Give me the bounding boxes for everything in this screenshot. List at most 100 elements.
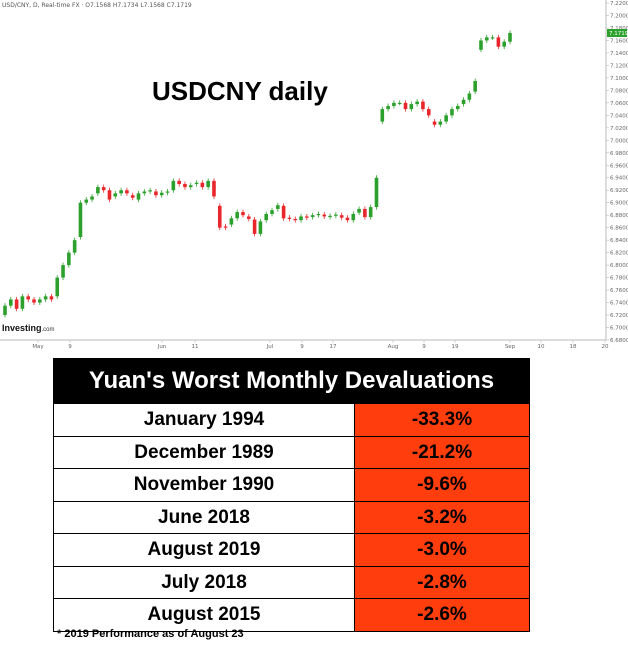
x-tick-label: May: [32, 344, 44, 350]
y-tick-label: 6.8200: [610, 251, 628, 257]
x-tick-label: 10: [538, 344, 545, 350]
y-tick-label: 7.1800: [610, 26, 628, 32]
row-label: August 2019: [54, 534, 355, 566]
candle-body: [113, 193, 118, 197]
candle-body: [264, 213, 269, 221]
y-tick-label: 6.9000: [610, 201, 628, 207]
table-title: Yuan's Worst Monthly Devaluations: [53, 358, 530, 404]
row-value: -3.2%: [355, 501, 529, 533]
candle-body: [136, 193, 141, 200]
candle-body: [32, 299, 36, 303]
candle-body: [450, 109, 454, 116]
candle-body: [345, 217, 350, 221]
x-tick-label: 9: [422, 344, 426, 350]
candle-body: [20, 296, 25, 309]
x-tick-label: 9: [300, 344, 304, 350]
x-tick-label: 20: [602, 344, 609, 350]
candle-body: [380, 109, 385, 122]
table-row: November 1990 -9.6%: [54, 469, 529, 502]
current-price-tag: [607, 29, 627, 38]
candle-body: [415, 101, 419, 105]
y-tick-label: 7.0800: [610, 88, 628, 94]
y-tick-label: 6.7000: [610, 326, 628, 332]
candle-body: [310, 215, 315, 218]
candle-body: [305, 216, 309, 218]
y-tick-label: 6.8600: [610, 226, 628, 232]
candle-body: [49, 296, 54, 300]
chart-overlay-title: USDCNY daily: [152, 76, 328, 106]
table-row: January 1994 -33.3%: [54, 404, 529, 437]
candle-body: [281, 205, 286, 219]
x-tick-label: Jun: [157, 344, 167, 350]
row-label: June 2018: [54, 501, 355, 533]
price-chart: 7.2200 7.2000 7.1800 7.1600 7.1400 7.1200 7.10…: [0, 0, 628, 350]
x-tick-label: Sep: [505, 344, 516, 350]
candle-body: [490, 37, 495, 39]
candle-body: [270, 210, 274, 214]
candle-body: [287, 217, 292, 219]
candle-body: [200, 182, 205, 188]
chart-header-info: USD/CNY, D, Real-time FX · O7.1568 H7.17…: [2, 2, 192, 9]
row-value: -2.6%: [355, 599, 529, 631]
candle-body: [235, 212, 239, 219]
candle-body: [484, 37, 489, 41]
y-tick-label: 6.7600: [610, 288, 628, 294]
candle-body: [496, 37, 501, 47]
y-tick-label: 6.7400: [610, 301, 628, 307]
candle-body: [374, 177, 379, 208]
candle-body: [397, 102, 402, 105]
candle-body: [444, 115, 448, 122]
x-tick-label: 18: [570, 344, 577, 350]
candle-body: [258, 221, 263, 234]
candle-body: [363, 208, 367, 218]
candle-body: [368, 207, 373, 218]
candle-body: [84, 199, 89, 203]
x-tick-label: Aug: [388, 344, 399, 350]
y-tick-label: 6.9200: [610, 188, 628, 194]
y-tick-label: 6.9600: [610, 163, 628, 169]
x-tick-label: 9: [68, 344, 72, 350]
candle-body: [96, 187, 100, 194]
y-tick-label: 7.1000: [610, 76, 628, 82]
candle-body: [432, 121, 437, 125]
candle-body: [403, 102, 408, 110]
candle-body: [461, 99, 466, 105]
candle-body: [293, 218, 298, 221]
candle-body: [217, 205, 222, 228]
row-label: December 1989: [54, 436, 355, 468]
y-tick-label: 6.7200: [610, 313, 628, 319]
candle-body: [438, 121, 443, 125]
x-tick-label: 11: [192, 344, 199, 350]
y-tick-label: 7.2200: [610, 1, 628, 7]
candle-body: [357, 208, 361, 213]
candle-body: [386, 105, 390, 110]
candle-body: [171, 180, 176, 191]
candle-body: [229, 218, 234, 225]
candle-body: [473, 81, 477, 92]
row-value: -21.2%: [355, 436, 529, 468]
candle-body: [3, 305, 7, 316]
y-tick-label: 7.1200: [610, 63, 628, 69]
y-tick-label: 7.1400: [610, 51, 628, 57]
y-tick-label: 7.0200: [610, 126, 628, 132]
candle-body: [188, 185, 193, 188]
table-row: July 2018 -2.8%: [54, 566, 529, 599]
candle-body: [119, 190, 123, 194]
y-tick-label: 6.8400: [610, 238, 628, 244]
candle-body: [61, 265, 65, 278]
candle-body: [502, 41, 506, 47]
row-label: August 2015: [54, 599, 355, 631]
candle-body: [72, 240, 77, 253]
candle-body: [392, 102, 396, 106]
logo-suffix: .com: [41, 327, 55, 333]
candle-body: [241, 212, 245, 216]
y-tick-label: 6.6800: [610, 338, 628, 344]
x-tick-label: Jul: [266, 344, 274, 350]
candle-body: [206, 180, 210, 188]
y-tick-label: 7.0000: [610, 138, 628, 144]
row-value: -33.3%: [355, 404, 529, 436]
candle-body: [426, 109, 431, 116]
candle-body: [421, 101, 425, 110]
table-row: August 2019 -3.0%: [54, 534, 529, 567]
row-label: July 2018: [54, 566, 355, 598]
